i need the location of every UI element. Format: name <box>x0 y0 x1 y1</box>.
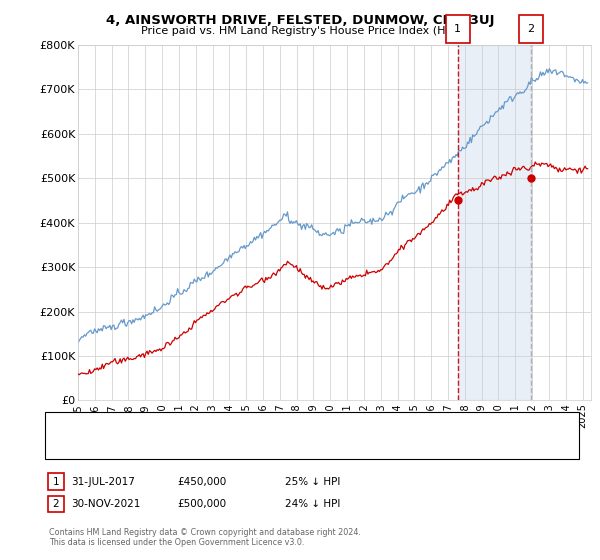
Text: 24% ↓ HPI: 24% ↓ HPI <box>285 499 340 509</box>
Text: 25% ↓ HPI: 25% ↓ HPI <box>285 477 340 487</box>
Text: 1: 1 <box>454 24 461 34</box>
Text: Price paid vs. HM Land Registry's House Price Index (HPI): Price paid vs. HM Land Registry's House … <box>140 26 460 36</box>
Text: HPI: Average price, detached house, Uttlesford: HPI: Average price, detached house, Uttl… <box>105 440 328 449</box>
Text: 1: 1 <box>52 477 59 487</box>
Text: £450,000: £450,000 <box>177 477 226 487</box>
Text: Contains HM Land Registry data © Crown copyright and database right 2024.
This d: Contains HM Land Registry data © Crown c… <box>49 528 361 547</box>
Bar <box>458 45 531 400</box>
Text: 4, AINSWORTH DRIVE, FELSTED, DUNMOW, CM6 3UJ: 4, AINSWORTH DRIVE, FELSTED, DUNMOW, CM6… <box>106 14 494 27</box>
Text: 4, AINSWORTH DRIVE, FELSTED, DUNMOW, CM6 3UJ (detached house): 4, AINSWORTH DRIVE, FELSTED, DUNMOW, CM6… <box>105 422 439 431</box>
Text: 30-NOV-2021: 30-NOV-2021 <box>71 499 140 509</box>
Text: 31-JUL-2017: 31-JUL-2017 <box>71 477 134 487</box>
Text: 2: 2 <box>52 499 59 509</box>
Text: £500,000: £500,000 <box>177 499 226 509</box>
Text: 2: 2 <box>527 24 535 34</box>
